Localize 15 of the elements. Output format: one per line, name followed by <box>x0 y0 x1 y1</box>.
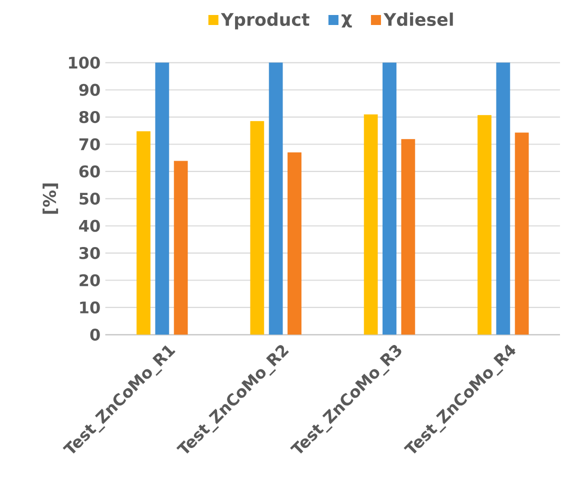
legend-label: Ydiesel <box>383 12 453 26</box>
y-tick-label: 80 <box>79 111 100 124</box>
legend-label: χ <box>342 14 352 28</box>
y-axis-title: [%] <box>42 184 58 214</box>
y-tick-label: 0 <box>90 328 100 341</box>
y-tick-label: 90 <box>79 84 100 96</box>
legend-label: Yproduct <box>220 12 310 30</box>
y-tick-label: 10 <box>80 302 100 314</box>
y-tick-label: 100 <box>69 56 100 69</box>
y-tick-label: 20 <box>80 274 100 286</box>
y-tick-label: 30 <box>79 247 100 260</box>
y-tick-label: 40 <box>79 220 100 232</box>
y-tick-label: 60 <box>79 166 100 178</box>
y-tick-label: 50 <box>80 192 100 205</box>
y-tick-label: 70 <box>79 138 100 150</box>
